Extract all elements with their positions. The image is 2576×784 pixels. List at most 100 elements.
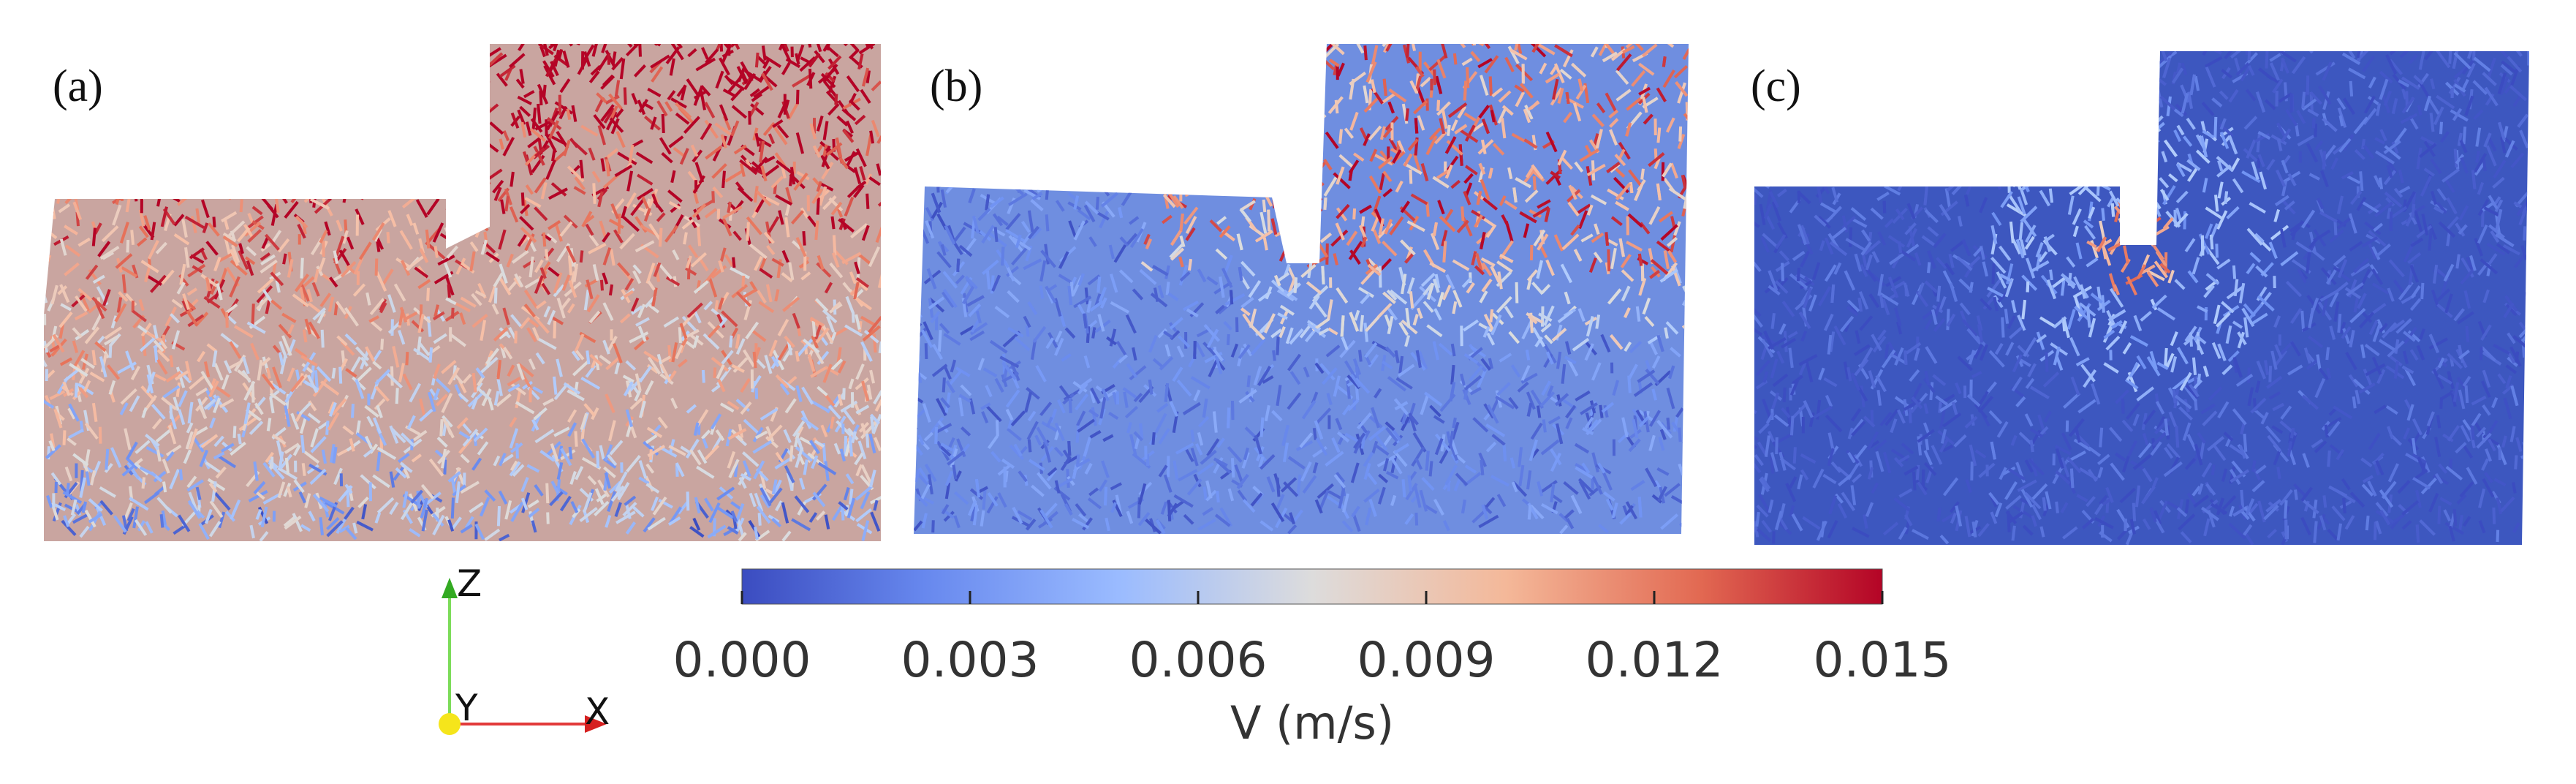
velocity-vector [1452,301,1458,314]
velocity-vector [216,283,223,301]
velocity-vector [110,447,122,468]
velocity-vector [1249,56,1259,75]
velocity-vector [693,280,709,294]
velocity-vector [346,174,357,183]
velocity-vector [533,407,548,421]
velocity-vector [229,173,238,187]
velocity-vector [488,52,504,67]
velocity-vector [447,471,461,483]
velocity-vector [1178,335,1191,348]
velocity-vector [198,181,210,195]
velocity-vector [1035,167,1055,180]
velocity-vector [413,347,432,363]
velocity-vector [124,502,133,521]
velocity-vector [642,102,654,110]
velocity-vector [653,262,662,277]
velocity-vector [341,105,355,127]
velocity-vector [137,147,147,167]
velocity-vector [673,146,686,157]
velocity-vector [216,385,231,398]
velocity-vector [509,460,518,472]
velocity-vector [1210,167,1222,181]
velocity-vector [1009,160,1014,174]
velocity-vector [291,184,306,195]
velocity-vector [449,333,467,347]
velocity-vector [865,134,873,157]
velocity-vector [877,266,881,289]
velocity-vector [1053,446,1064,457]
velocity-vector [1270,84,1275,105]
velocity-vector [449,227,454,243]
velocity-vector [1276,336,1280,355]
velocity-vector [960,325,975,336]
velocity-vector [1253,129,1257,151]
velocity-vector [195,387,208,397]
velocity-vector [387,210,397,227]
velocity-vector [188,87,194,102]
velocity-vector [545,159,556,180]
velocity-vector [1452,53,1458,65]
velocity-vector [1603,404,1609,418]
velocity-vector [1436,101,1451,116]
velocity-vector [1625,501,1638,520]
velocity-vector [599,354,612,365]
velocity-vector [365,346,376,362]
velocity-vector [156,349,170,363]
velocity-vector [102,289,111,306]
velocity-vector [1394,350,1400,363]
velocity-vector [462,423,472,434]
velocity-vector [814,50,825,64]
velocity-vector [996,215,1009,227]
velocity-vector [937,330,942,352]
velocity-vector [685,255,692,269]
velocity-vector [458,99,464,118]
velocity-vector [211,350,218,368]
velocity-vector [720,134,727,148]
velocity-vector [403,74,411,95]
velocity-vector [580,377,601,390]
velocity-vector [1578,210,1588,230]
velocity-vector [269,389,280,399]
velocity-vector [1315,437,1328,456]
velocity-vector [1678,427,1682,442]
velocity-vector [1173,195,1184,209]
velocity-vector [349,48,361,65]
velocity-vector [205,276,212,292]
velocity-vector [1629,340,1643,354]
velocity-vector [975,310,982,324]
velocity-vector [261,287,273,304]
velocity-vector [1392,149,1402,164]
velocity-vector [705,145,723,160]
velocity-vector [1573,249,1583,262]
velocity-vector [1085,143,1101,156]
velocity-vector [433,304,440,317]
velocity-vector [308,143,319,155]
velocity-vector [569,470,577,485]
velocity-vector [1246,375,1251,388]
velocity-vector [731,284,749,298]
velocity-vector [269,396,275,414]
velocity-vector [229,276,240,298]
velocity-vector [1197,107,1214,119]
velocity-vector [91,227,96,246]
velocity-vector [752,426,764,442]
velocity-vector [1101,460,1110,478]
velocity-vector [260,180,264,196]
velocity-vector [757,513,762,526]
velocity-vector [1432,341,1439,361]
velocity-vector [439,419,444,437]
velocity-vector [987,435,999,450]
velocity-vector [915,61,928,83]
velocity-vector [1205,115,1221,129]
velocity-vector [145,274,162,286]
velocity-vector [144,491,160,505]
velocity-vector [877,192,881,207]
velocity-vector [954,470,962,482]
velocity-vector [707,524,727,539]
velocity-vector [185,431,194,450]
velocity-vector [1341,336,1349,350]
velocity-vector [724,75,734,86]
velocity-vector [1449,431,1455,447]
velocity-vector [1110,301,1129,314]
velocity-vector [496,377,503,396]
